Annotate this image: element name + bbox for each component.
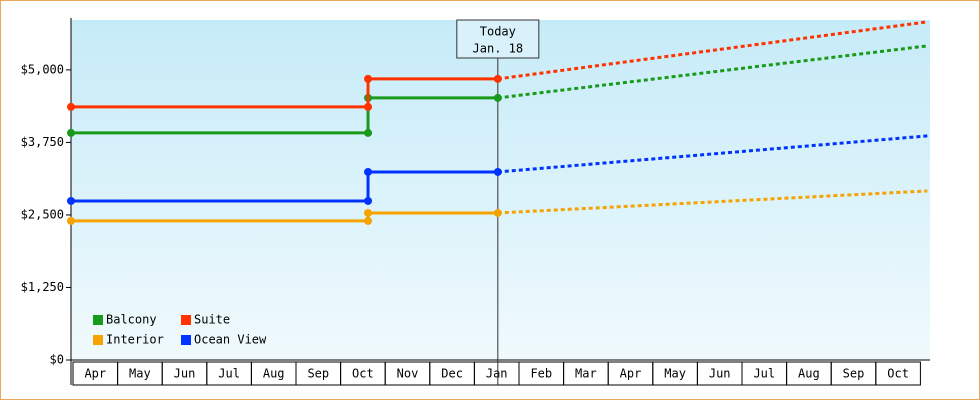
y-tick-label: $0 — [50, 353, 64, 367]
x-tick-label: Sep — [307, 367, 329, 381]
x-tick-label: May — [664, 367, 686, 381]
point — [493, 167, 502, 176]
legend-swatch — [181, 335, 191, 345]
y-tick-label: $1,250 — [21, 280, 64, 294]
line-forecast — [497, 44, 928, 100]
point — [493, 208, 502, 217]
point — [364, 128, 373, 137]
line-forecast — [497, 189, 928, 215]
plot-area — [71, 20, 930, 360]
legend-swatch — [93, 315, 103, 325]
x-tick-label: Feb — [530, 367, 552, 381]
legend-label: Balcony — [106, 313, 157, 327]
legend-label: Interior — [106, 333, 164, 347]
x-tick-label: Oct — [887, 367, 909, 381]
today-box — [456, 19, 540, 59]
line-solid — [71, 170, 498, 203]
x-tick-label: Aug — [263, 367, 285, 381]
point — [67, 216, 75, 225]
point — [67, 102, 75, 111]
x-tick-label: Sep — [843, 367, 865, 381]
x-tick-label: Nov — [397, 367, 419, 381]
point — [364, 167, 373, 176]
legend-label: Ocean View — [194, 333, 267, 347]
x-tick-cell — [875, 361, 921, 386]
x-tick-label: Jul — [218, 367, 240, 381]
point — [364, 196, 373, 205]
point — [364, 74, 373, 83]
x-tick-label: Jul — [753, 367, 775, 381]
point — [67, 196, 75, 205]
x-tick-label: Apr — [620, 367, 642, 381]
line-forecast — [497, 20, 928, 81]
point — [493, 93, 502, 102]
x-tick-label: Mar — [575, 367, 597, 381]
y-tick-label: $2,500 — [21, 207, 64, 221]
x-tick-label: Jan — [486, 367, 508, 381]
line-solid — [71, 77, 498, 109]
legend-swatch — [181, 315, 191, 325]
x-tick-label: May — [129, 367, 151, 381]
point — [67, 128, 75, 137]
x-tick-label: Apr — [84, 367, 106, 381]
x-tick-label: Dec — [441, 367, 463, 381]
x-tick-label: Jun — [174, 367, 196, 381]
line-forecast — [497, 134, 928, 174]
point — [493, 74, 502, 83]
point — [364, 102, 373, 111]
y-tick-label: $3,750 — [21, 135, 64, 149]
legend-label: Suite — [194, 313, 230, 327]
x-tick-label: Aug — [798, 367, 820, 381]
line-solid — [71, 96, 498, 135]
today-label: Jan. 18 — [473, 42, 524, 56]
today-label: Today — [480, 25, 516, 39]
point — [364, 216, 373, 225]
legend-swatch — [93, 335, 103, 345]
x-tick-label: Oct — [352, 367, 374, 381]
y-tick-label: $5,000 — [21, 62, 64, 76]
point — [364, 208, 373, 217]
x-tick-label: Jun — [709, 367, 731, 381]
